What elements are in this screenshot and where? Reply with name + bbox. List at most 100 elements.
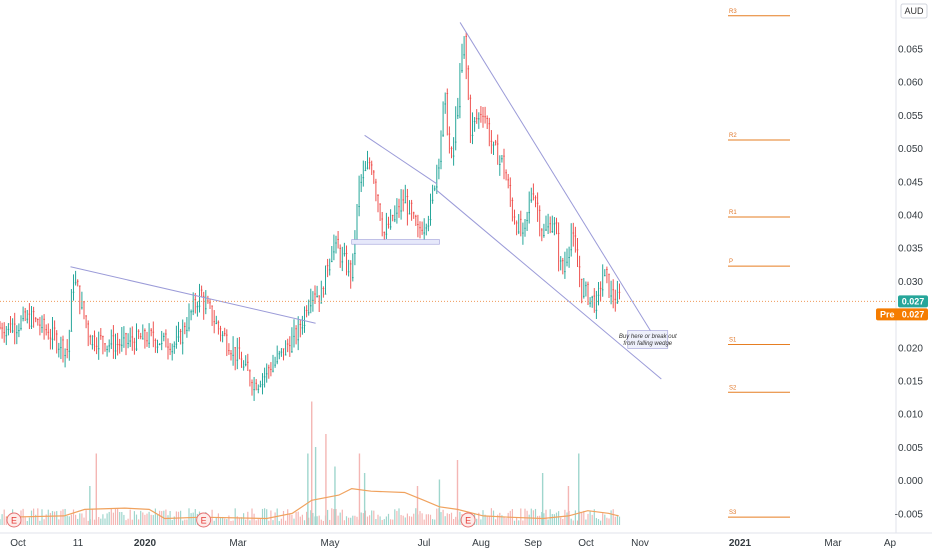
volume-bar [182, 520, 184, 525]
volume-bar [79, 513, 81, 525]
volume-bar [152, 515, 154, 525]
volume-bar [257, 519, 259, 525]
volume-bar [43, 519, 45, 525]
volume-bar [612, 509, 614, 525]
volume-bar [331, 508, 333, 525]
volume-bar [93, 519, 96, 525]
volume-bar [616, 514, 618, 525]
volume-bar [576, 520, 579, 525]
pre-market-price: 0.027 [902, 309, 925, 319]
volume-bar [316, 516, 318, 525]
volume-bar [249, 520, 251, 525]
price-axis[interactable]: 0.065 0.060 0.055 0.050 0.045 0.040 0.035 0.030… [895, 0, 928, 533]
volume-bar [427, 514, 429, 525]
x-tick-label: Mar [824, 538, 842, 549]
volume-bar [604, 514, 606, 525]
y-tick-label: 0.005 [898, 443, 923, 454]
volume-bar [343, 520, 345, 525]
volume-bar [448, 513, 450, 525]
y-tick-label: 0.055 [898, 111, 923, 122]
volume-bar [446, 513, 448, 525]
volume-bar [51, 511, 54, 525]
pivot-label: S2 [729, 385, 737, 391]
pre-market-marker: Pre 0.027 [876, 308, 928, 321]
volume-bar [293, 518, 295, 525]
volume-bar [3, 509, 5, 525]
pivot-label: R1 [729, 210, 737, 216]
volume-bar [440, 512, 442, 525]
volume-bar [507, 512, 509, 525]
volume-bar [520, 508, 522, 525]
volume-bar [184, 519, 186, 525]
volume-bar [268, 520, 270, 525]
volume-bar [381, 519, 383, 525]
volume-bar [190, 513, 192, 525]
last-price-label: 0.027 [902, 296, 925, 306]
trendline [70, 266, 316, 324]
volume-bar [595, 518, 597, 525]
volume-bar [579, 511, 581, 525]
volume-bar [236, 516, 238, 525]
volume-bar [610, 510, 612, 525]
volume-bar [555, 512, 558, 525]
volume-bar [329, 519, 331, 525]
volume-bar [618, 516, 621, 525]
volume-bar [272, 520, 274, 525]
time-axis[interactable]: Oct 11 2020 Mar May Jul Aug Sep Oct Nov 2021 Mar Ap [0, 532, 932, 549]
volume-bar [350, 517, 352, 525]
volume-bar [56, 511, 58, 525]
volume-bar [144, 514, 146, 525]
volume-bar [230, 521, 232, 525]
volume-bar [396, 510, 398, 525]
volume-bar [186, 519, 188, 525]
volume-bar [415, 508, 417, 525]
earnings-marker[interactable] [196, 512, 212, 528]
volume-bar [404, 517, 406, 525]
annotation-note[interactable]: Buy here or break out from falling wedge [619, 330, 677, 349]
volume-bar [354, 515, 356, 525]
pivot-label: S3 [729, 510, 737, 516]
volume-bar [503, 517, 505, 525]
y-tick-label: 0.065 [898, 45, 923, 56]
earnings-marker[interactable] [6, 512, 22, 528]
volume-bar [234, 508, 236, 525]
volume-spike [325, 434, 327, 525]
volume-bar [148, 511, 150, 525]
pivot-label: R2 [729, 133, 737, 139]
volume-bar [295, 511, 297, 525]
earnings-label: E [201, 516, 207, 526]
y-tick-label: 0.015 [898, 377, 923, 388]
x-tick-label: May [321, 538, 340, 549]
currency-badge[interactable] [900, 3, 928, 19]
volume-bar [261, 508, 264, 525]
volume-bar [39, 520, 41, 525]
volume-bar [70, 514, 72, 525]
volume-bar [41, 509, 43, 525]
volume-bar [320, 519, 322, 525]
volume-bar [614, 516, 616, 525]
volume-bar [566, 512, 568, 525]
volume-bars [0, 401, 621, 525]
volume-bar [564, 509, 566, 525]
volume-bar [159, 510, 161, 525]
trendline [436, 190, 662, 380]
volume-bar [499, 512, 501, 525]
volume-bar [299, 516, 301, 525]
earnings-marker[interactable] [460, 512, 476, 528]
volume-bar [366, 516, 369, 525]
volume-bar [406, 513, 408, 525]
volume-bar [259, 518, 261, 525]
volume-bar [278, 521, 280, 525]
volume-bar [142, 512, 144, 525]
volume-bar [371, 510, 373, 525]
volume-bar [167, 515, 169, 525]
volume-bar [310, 510, 312, 525]
y-tick-label: 0.060 [898, 78, 923, 89]
volume-bar [509, 510, 511, 525]
volume-bar [589, 511, 591, 525]
volume-bar [547, 519, 549, 525]
volume-bar [60, 510, 62, 525]
volume-bar [608, 518, 610, 525]
